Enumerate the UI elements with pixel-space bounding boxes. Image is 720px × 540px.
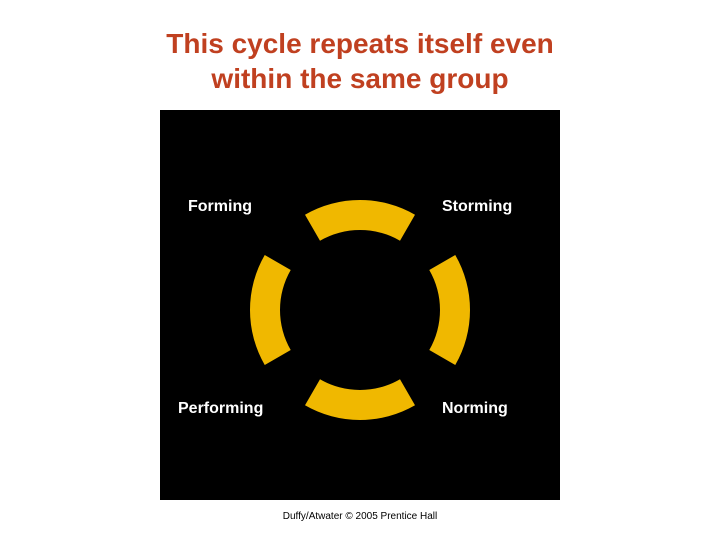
stage-label-storming: Storming xyxy=(442,198,512,216)
cycle-arc-3 xyxy=(250,255,291,365)
stage-label-forming: Forming xyxy=(188,198,252,216)
cycle-diagram: Forming Storming Norming Performing xyxy=(160,110,560,500)
cycle-arc-0 xyxy=(305,200,415,241)
cycle-ring-svg xyxy=(160,110,560,500)
cycle-arc-1 xyxy=(429,255,470,365)
footer-attribution: Duffy/Atwater © 2005 Prentice Hall xyxy=(0,511,720,522)
cycle-arc-2 xyxy=(305,379,415,420)
slide: This cycle repeats itself even within th… xyxy=(0,0,720,540)
slide-title: This cycle repeats itself even within th… xyxy=(0,26,720,96)
stage-label-performing: Performing xyxy=(178,400,263,418)
stage-label-norming: Norming xyxy=(442,400,508,418)
